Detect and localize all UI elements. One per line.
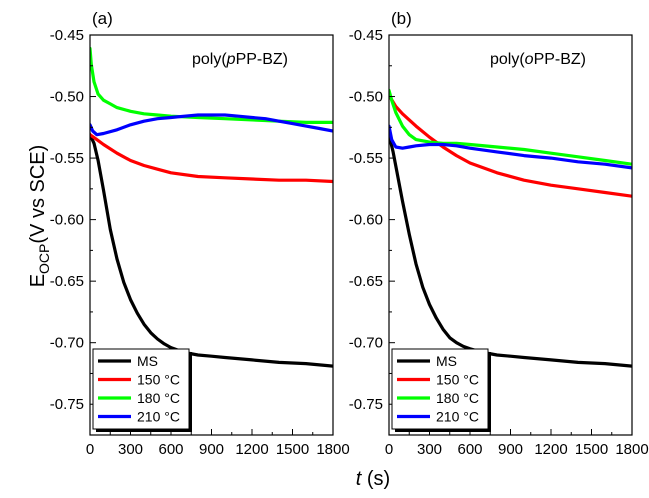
series-line-3 [90,113,333,137]
y-tick-label: -0.55 [50,150,84,167]
x-axis-title-variable: t [356,468,363,490]
y-tick-label: -0.60 [50,212,84,229]
legend-label: 150 °C [137,372,180,388]
y-tick-label: -0.50 [349,89,383,106]
y-tick-label: -0.75 [349,396,383,413]
legend-label: 180 °C [137,390,180,406]
panel-title-pre: poly( [490,51,525,68]
plot-area: 0 300 600 900 1200 1500 1800 -0.45 -0.50 -0.55 -0.… [50,27,350,458]
x-tick-label: 0 [86,441,94,458]
series-line-0 [90,133,333,368]
panel-title-italic: p [226,51,236,68]
x-tick-label: 1800 [316,441,349,458]
x-tick-label: 0 [385,441,393,458]
x-tick-label: 900 [498,441,523,458]
panel-a: (a) poly(pPP-BZ) 0 300 600 900 1200 1500 1800 -… [50,9,350,458]
svg-text:EOCP(V vs SCE): EOCP(V vs SCE) [27,145,52,288]
panel-title-post: PP-BZ) [534,51,586,68]
y-tick-label: -0.70 [349,335,383,352]
y-tick-label: -0.45 [349,27,383,44]
y-tick-label: -0.75 [50,396,84,413]
y-tick-label: -0.65 [349,273,383,290]
x-tick-label: 600 [457,441,482,458]
series-line-2 [389,88,632,166]
panel-title-pre: poly( [192,51,227,68]
series-line-0 [389,133,632,368]
x-tick-label: 600 [158,441,183,458]
x-tick-label: 1800 [615,441,648,458]
panel-title: poly(pPP-BZ) [192,51,288,68]
series-group [90,46,333,368]
y-tick-label: -0.50 [50,89,84,106]
y-tick-label: -0.55 [349,150,383,167]
series-line-2 [90,46,333,125]
series-group [389,88,632,368]
x-tick-label: 300 [417,441,442,458]
x-tick-label: 1500 [276,441,309,458]
x-tick-label: 1500 [575,441,608,458]
panel-title: poly(oPP-BZ) [490,51,586,68]
y-tick-label: -0.60 [349,212,383,229]
panel-title-post: PP-BZ) [236,51,288,68]
x-tick-label: 900 [199,441,224,458]
x-axis-title-unit: (s) [361,468,390,490]
x-axis-title: t (s) [356,468,390,490]
y-tick-label: -0.65 [50,273,84,290]
y-axis-title-rest: (V vs SCE) [27,145,49,244]
y-tick-label: -0.45 [50,27,84,44]
y-axis-title-subscript: OCP [36,244,52,274]
series-line-1 [90,133,333,184]
legend: MS 150 °C 180 °C 210 °C [391,348,491,432]
series-line-1 [389,93,632,198]
x-tick-label: 1200 [235,441,268,458]
legend-label: MS [137,353,158,369]
x-tick-label: 1200 [534,441,567,458]
y-tick-label: -0.70 [50,335,84,352]
panel-b: (b) poly(oPP-BZ) 0 300 600 900 1200 1500 1800 -… [349,9,649,458]
panel-label: (b) [391,9,412,28]
legend-label: 210 °C [436,409,479,425]
x-tick-label: 300 [118,441,143,458]
legend-label: 210 °C [137,409,180,425]
series-line-3 [389,124,632,170]
panel-title-italic: o [525,51,534,68]
legend-label: 150 °C [436,372,479,388]
legend-label: 180 °C [436,390,479,406]
panel-label: (a) [92,9,113,28]
plot-area: 0 300 600 900 1200 1500 1800 -0.45 -0.50 -0.55 -0.… [349,27,649,458]
y-axis-title-main: E [27,274,49,287]
legend-label: MS [436,353,457,369]
legend: MS 150 °C 180 °C 210 °C [92,348,192,432]
y-axis-title: EOCP(V vs SCE) [27,145,52,288]
